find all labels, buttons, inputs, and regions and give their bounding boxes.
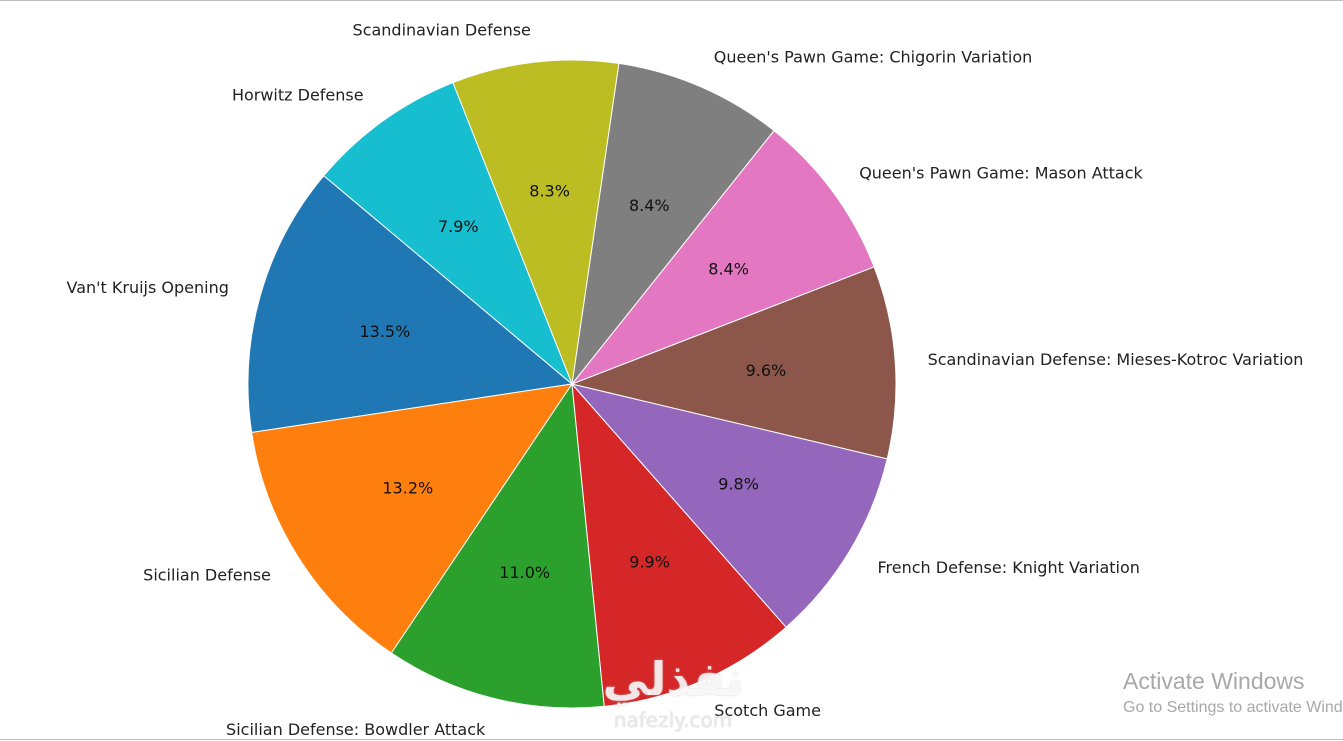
category-label: French Defense: Knight Variation xyxy=(878,558,1140,577)
pie-slice xyxy=(323,82,573,385)
category-label: Scandinavian Defense xyxy=(353,21,531,40)
activation-subtitle: Go to Settings to activate Windows. xyxy=(1123,699,1343,716)
pie-slice xyxy=(571,382,787,707)
pie-slice xyxy=(390,382,605,709)
windows-activation-notice: Activate Windows Go to Settings to activ… xyxy=(1123,668,1343,738)
percent-label: 8.4% xyxy=(629,196,670,215)
percent-label: 7.9% xyxy=(438,217,479,236)
category-label: Horwitz Defense xyxy=(232,85,364,104)
percent-label: 9.9% xyxy=(629,553,670,572)
category-label: Queen's Pawn Game: Chigorin Variation xyxy=(714,48,1032,67)
category-label: Scandinavian Defense: Mieses-Kotroc Vari… xyxy=(928,350,1304,369)
percent-labels: 13.5% 13.2% 11.0% 9.9% 9.8% 9.6% 8.4% 8.4% 8.3% 7… xyxy=(359,181,786,582)
pie-slice xyxy=(570,266,897,460)
pie-slice xyxy=(251,383,574,654)
pie-slice xyxy=(570,129,875,386)
percent-label: 8.3% xyxy=(529,181,570,200)
category-label: Van't Kruijs Opening xyxy=(66,278,228,297)
percent-label: 13.2% xyxy=(382,479,433,498)
pie-slice xyxy=(247,175,574,434)
category-label: Sicilian Defense: Bowdler Attack xyxy=(226,720,486,739)
category-labels: Van't Kruijs Opening Sicilian Defense Sici… xyxy=(66,21,1303,740)
percent-label: 11.0% xyxy=(499,563,550,582)
percent-label: 13.5% xyxy=(359,322,410,341)
percent-label: 8.4% xyxy=(708,259,749,278)
percent-label: 9.6% xyxy=(746,361,787,380)
activation-title: Activate Windows xyxy=(1123,668,1305,694)
pie-slice xyxy=(571,62,775,386)
pie-slice xyxy=(452,59,620,386)
percent-label: 9.8% xyxy=(718,475,759,494)
pie-slice xyxy=(570,383,888,628)
pie-slices xyxy=(247,59,897,709)
category-label: Scotch Game xyxy=(714,701,821,720)
category-label: Queen's Pawn Game: Mason Attack xyxy=(859,163,1143,182)
category-label: Sicilian Defense xyxy=(143,565,271,584)
